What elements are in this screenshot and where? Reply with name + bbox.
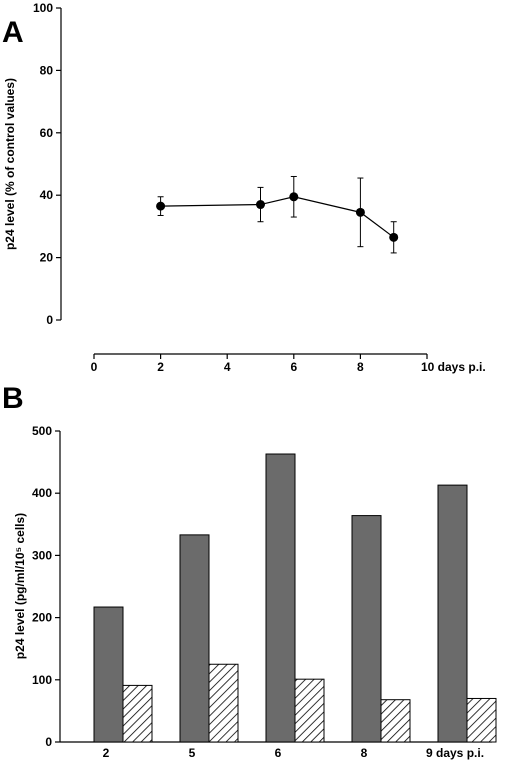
panel-b-bar-solid — [437, 484, 468, 743]
panel-a-line-chart: A p24 level (% of control values) 020406… — [2, 1, 486, 374]
panel-b-letter: B — [2, 382, 24, 415]
panel-b-x-tick-label: 5 — [189, 746, 196, 760]
panel-b-bar-solid — [179, 534, 210, 743]
panel-b-y-tick-label: 400 — [32, 486, 52, 500]
panel-a-x-ticks: 0 2 4 6 8 10 days p.i. — [91, 354, 486, 374]
panel-b-y-ticks: 0 100 200 300 400 500 — [32, 424, 60, 749]
panel-a-x-tick-label: 0 — [91, 360, 98, 374]
panel-b-y-tick-label: 300 — [32, 548, 52, 562]
panel-b-bar-hatched — [122, 684, 153, 743]
panel-a-series-line — [160, 196, 395, 238]
panel-a-data-point — [256, 200, 265, 210]
panel-a-y-tick-label: 80 — [40, 63, 54, 77]
panel-b-x-ticks: 2 5 6 8 9 days p.i. — [103, 746, 484, 760]
panel-b-bar-hatched — [466, 697, 497, 743]
panel-a-x-tick-label: 4 — [224, 360, 231, 374]
panel-b-bar-hatched — [294, 678, 325, 743]
panel-a-letter: A — [2, 16, 24, 49]
panel-b-bar-hatched — [380, 699, 411, 743]
panel-b-bars — [93, 453, 497, 743]
panel-a-y-tick-label: 40 — [40, 188, 54, 202]
panel-a-x-tick-label: 10 days p.i. — [421, 360, 486, 374]
panel-b-bar-hatched — [208, 663, 239, 743]
panel-b-bar-solid — [351, 515, 382, 743]
panel-b-y-tick-label: 500 — [32, 424, 52, 438]
panel-a-y-tick-label: 100 — [33, 1, 53, 15]
panel-b-y-axis-title: p24 level (pg/ml/10⁵ cells) — [13, 513, 27, 659]
panel-b-x-tick-label: 8 — [361, 746, 368, 760]
panel-a-y-tick-label: 0 — [46, 313, 53, 327]
panel-b-x-tick-label: 6 — [275, 746, 282, 760]
panel-b-bar-solid — [265, 453, 296, 743]
panel-a-data-point — [389, 232, 399, 242]
panel-b-x-tick-label: 2 — [103, 746, 110, 760]
panel-a-y-tick-label: 60 — [40, 126, 54, 140]
panel-b-y-tick-label: 0 — [45, 735, 52, 749]
panel-b-y-tick-label: 100 — [32, 673, 52, 687]
panel-b-y-tick-label: 200 — [32, 611, 52, 625]
panel-a-data-point — [289, 192, 299, 202]
panel-a-data-point — [156, 201, 166, 211]
panel-a-x-tick-label: 6 — [290, 360, 297, 374]
panel-a-series — [156, 175, 399, 254]
panel-a-y-ticks: 0 20 40 60 80 100 — [33, 1, 61, 327]
panel-a-y-axis-title: p24 level (% of control values) — [3, 78, 17, 250]
panel-a-x-tick-label: 2 — [157, 360, 164, 374]
panel-a-y-tick-label: 20 — [40, 251, 54, 265]
panel-b-x-tick-label: 9 days p.i. — [426, 746, 484, 760]
panel-b-bar-solid — [93, 606, 124, 743]
panel-b-bar-chart: B p24 level (pg/ml/10⁵ cells) 0 100 200 300… — [2, 382, 497, 760]
panel-a-data-point — [355, 207, 365, 217]
panel-a-x-tick-label: 8 — [357, 360, 364, 374]
